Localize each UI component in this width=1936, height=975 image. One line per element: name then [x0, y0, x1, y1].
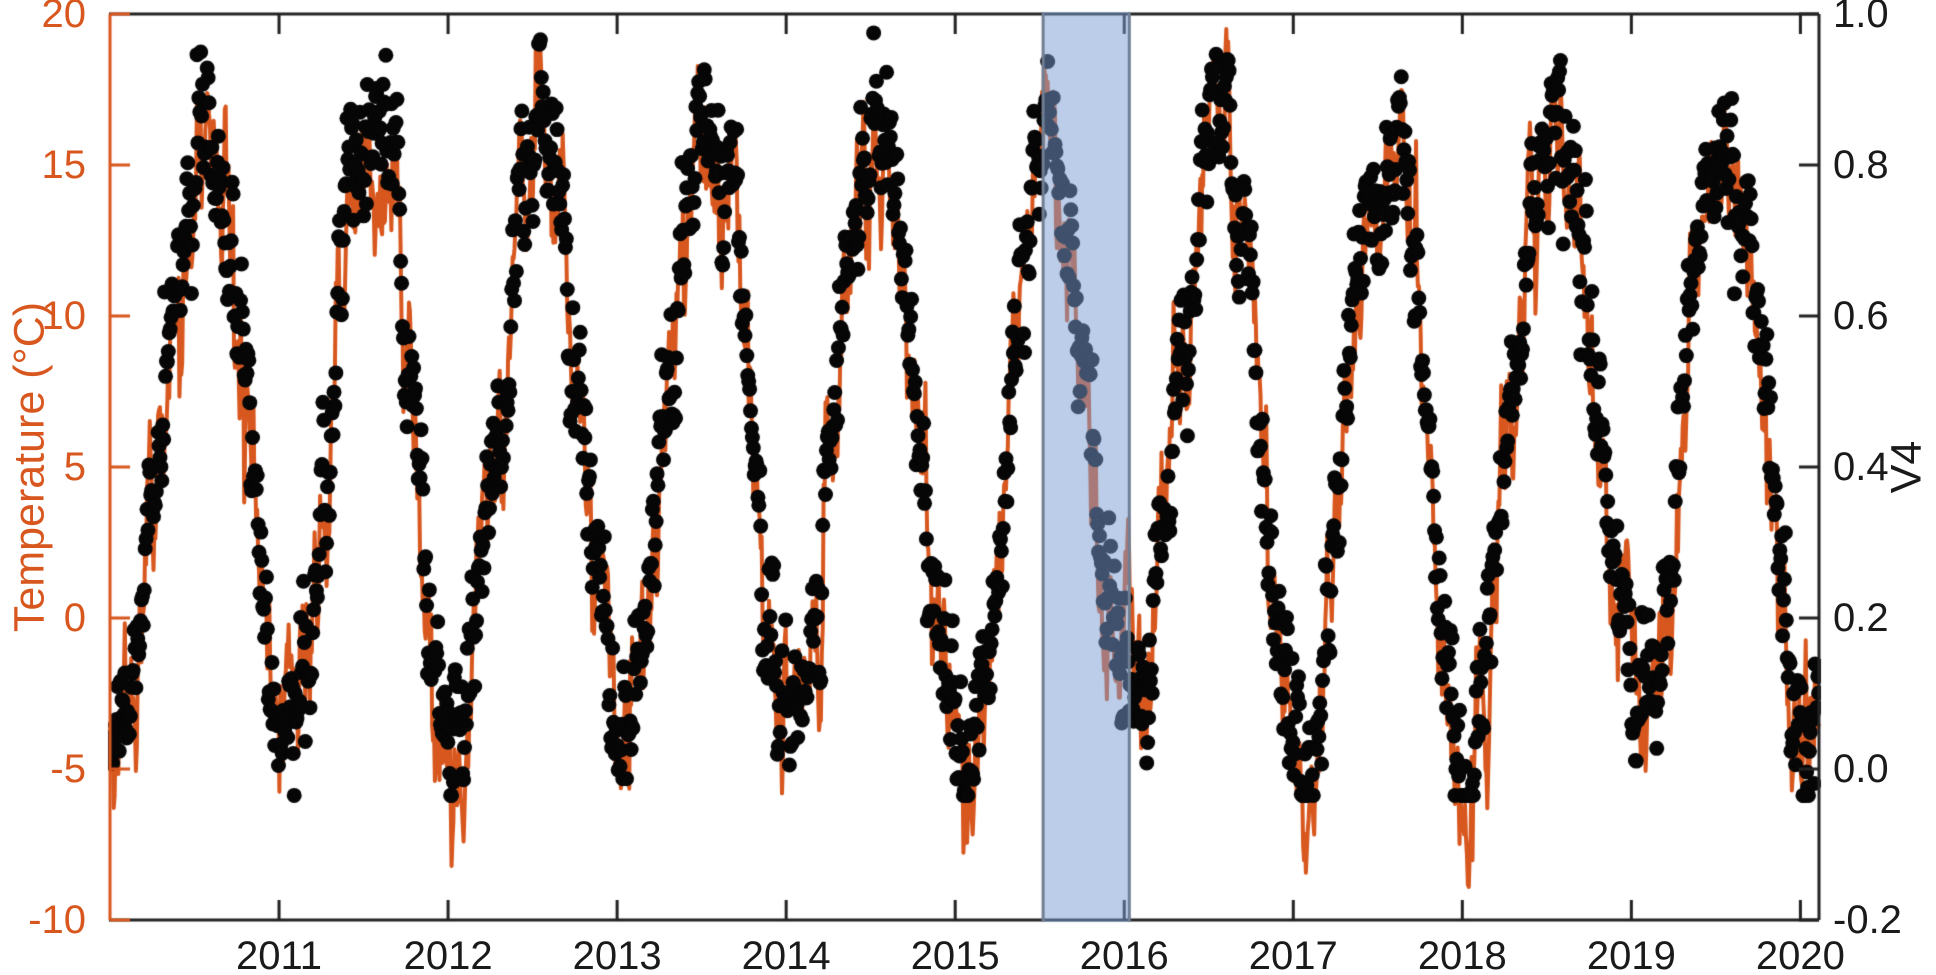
right-axis-tick-label: 0.2 — [1833, 596, 1889, 640]
right-axis-tick-label: -0.2 — [1833, 898, 1902, 942]
left-axis-tick-label: 0 — [63, 596, 86, 640]
x-axis-tick-label: 2020 — [1755, 934, 1845, 975]
right-axis-tick-label: 0.0 — [1833, 747, 1889, 791]
x-axis-tick-label: 2015 — [910, 934, 1000, 975]
left-axis-tick-label: -5 — [50, 747, 86, 791]
x-axis-tick-label: 2011 — [236, 934, 323, 975]
right-axis-tick-label: 1.0 — [1833, 0, 1889, 36]
left-axis-tick-label: 20 — [41, 0, 87, 36]
right-axis-tick-label: 0.6 — [1833, 294, 1889, 338]
x-axis-tick-label: 2014 — [741, 934, 831, 975]
right-axis-tick-label: 0.8 — [1833, 143, 1889, 187]
right-axis-title: V4 — [1882, 440, 1931, 494]
x-axis-tick-label: 2012 — [403, 934, 493, 975]
x-axis-tick-label: 2013 — [572, 934, 662, 975]
left-axis-tick-label: 5 — [63, 445, 86, 489]
left-axis-title: Temperature (°C) — [5, 301, 54, 633]
x-axis-tick-label: 2018 — [1417, 934, 1507, 975]
left-axis-tick-label: 10 — [41, 294, 87, 338]
left-axis-tick-label: -10 — [28, 898, 86, 942]
right-axis-tick-label: 0.4 — [1833, 445, 1889, 489]
x-axis-tick-label: 2017 — [1248, 934, 1338, 975]
x-axis-tick-label: 2019 — [1586, 934, 1676, 975]
left-axis-tick-label: 15 — [41, 143, 87, 187]
x-axis-tick-label: 2016 — [1079, 934, 1169, 975]
